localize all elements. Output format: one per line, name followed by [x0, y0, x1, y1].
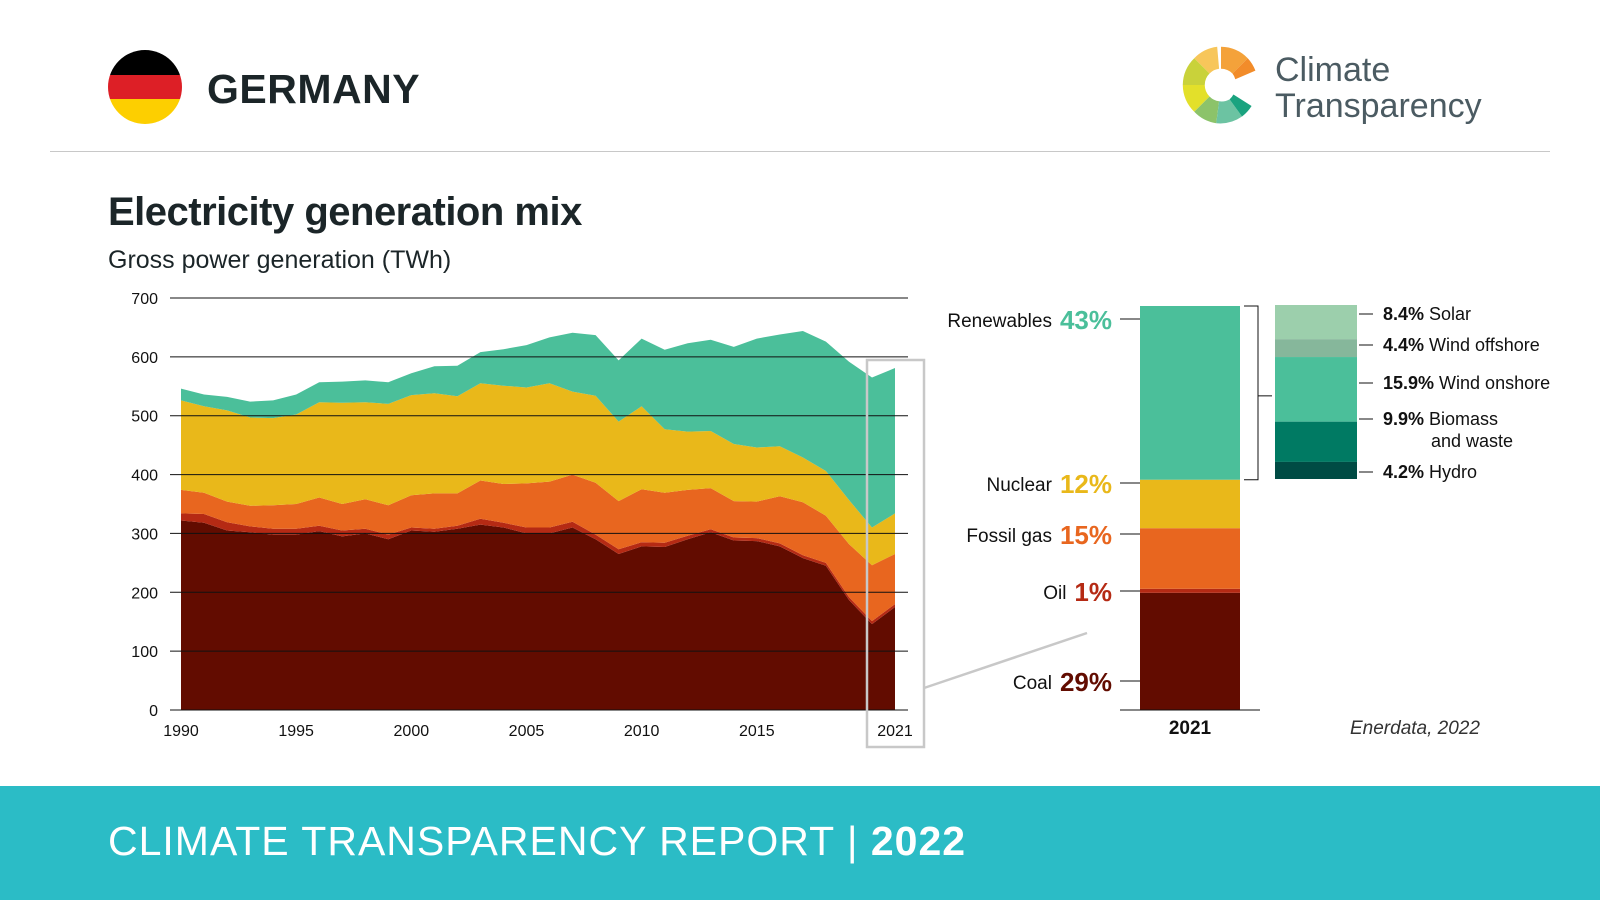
logo-line-1: Climate: [1275, 51, 1391, 89]
y-tick-label: 300: [131, 526, 158, 543]
footer-bar: CLIMATE TRANSPARENCY REPORT | 2022: [0, 786, 1600, 900]
bar-pct-label: 15%: [1060, 520, 1112, 550]
logo-line-2: Transparency: [1275, 87, 1482, 125]
bar-series-label: Coal: [1013, 673, 1052, 694]
area-series-coal: [181, 520, 895, 710]
renewables-series-label: Biomass: [1429, 409, 1498, 429]
bar-segment-fossil-gas: [1140, 528, 1240, 589]
bar-pct-label: 12%: [1060, 469, 1112, 499]
header-divider: [50, 151, 1550, 152]
renewables-series-label: Hydro: [1429, 462, 1477, 482]
y-tick-label: 100: [131, 644, 158, 661]
chart-subtitle: Gross power generation (TWh): [108, 246, 452, 274]
renewables-series-label: Wind offshore: [1429, 335, 1540, 355]
area-series-fossil-gas: [181, 474, 895, 622]
x-tick-label: 2010: [624, 723, 660, 740]
bar-segment-renewables: [1140, 306, 1240, 480]
y-tick-label: 0: [149, 703, 158, 720]
y-tick-label: 700: [131, 291, 158, 308]
electricity-mix-chart: 0 100 200 300 400 500 600 700 1990 1995 2000 2005 20…: [131, 291, 1550, 749]
renewables-segment-wind-onshore: [1275, 357, 1357, 422]
bar-category-label: 2021: [1169, 718, 1212, 739]
bar-segment-coal: [1140, 592, 1240, 710]
x-tick-label: 2005: [509, 723, 545, 740]
chart-title: Electricity generation mix: [108, 190, 582, 234]
x-tick-label: 1995: [278, 723, 314, 740]
y-tick-label: 600: [131, 350, 158, 367]
x-tick-label: 2021: [877, 723, 913, 740]
area-series-renewables: [181, 331, 895, 528]
renewables-series-label: Solar: [1429, 304, 1471, 324]
y-tick-label: 200: [131, 585, 158, 602]
bar-segment-nuclear: [1140, 479, 1240, 529]
bar-series-label: Oil: [1043, 583, 1066, 604]
x-tick-label: 2015: [739, 723, 775, 740]
renewables-segment-hydro: [1275, 461, 1357, 479]
footer-title: CLIMATE TRANSPARENCY REPORT | 2022: [108, 818, 966, 865]
renewables-pct-label: 4.4%: [1383, 335, 1424, 355]
source-note: Enerdata, 2022: [1350, 718, 1480, 739]
renewables-pct-label: 9.9%: [1383, 409, 1424, 429]
bar-pct-label: 1%: [1074, 577, 1112, 607]
bar-series-label: Renewables: [947, 311, 1052, 332]
bar-segment-oil: [1140, 588, 1240, 593]
climate-transparency-logo-icon: [1182, 46, 1256, 124]
footer-year: 2022: [870, 818, 967, 864]
renewables-pct-label: 4.2%: [1383, 462, 1424, 482]
flag-stripe-red: [108, 74, 182, 100]
renewables-segment-biomass-and-waste: [1275, 421, 1357, 462]
highlight-box-2021: [865, 358, 926, 749]
x-tick-label: 1990: [163, 723, 199, 740]
bar-pct-label: 43%: [1060, 305, 1112, 335]
renewables-pct-label: 15.9%: [1383, 373, 1434, 393]
renewables-series-label: Wind onshore: [1439, 373, 1550, 393]
renewables-segment-solar: [1275, 305, 1357, 340]
bar-series-label: Nuclear: [986, 475, 1052, 496]
logo-wordmark: Climate Transparency: [1275, 52, 1482, 124]
y-tick-label: 500: [131, 409, 158, 426]
footer-prefix: CLIMATE TRANSPARENCY REPORT |: [108, 818, 871, 864]
bar-pct-label: 29%: [1060, 667, 1112, 697]
bar-series-label: Fossil gas: [966, 526, 1052, 547]
renewables-bracket: [1244, 305, 1259, 481]
renewables-segment-wind-offshore: [1275, 339, 1357, 358]
y-tick-label: 400: [131, 468, 158, 485]
x-tick-label: 2000: [394, 723, 430, 740]
highlight-connector: [923, 631, 1088, 690]
renewables-pct-label: 8.4%: [1383, 304, 1424, 324]
country-title: GERMANY: [207, 66, 421, 112]
renewables-series-label-cont: and waste: [1431, 431, 1513, 451]
